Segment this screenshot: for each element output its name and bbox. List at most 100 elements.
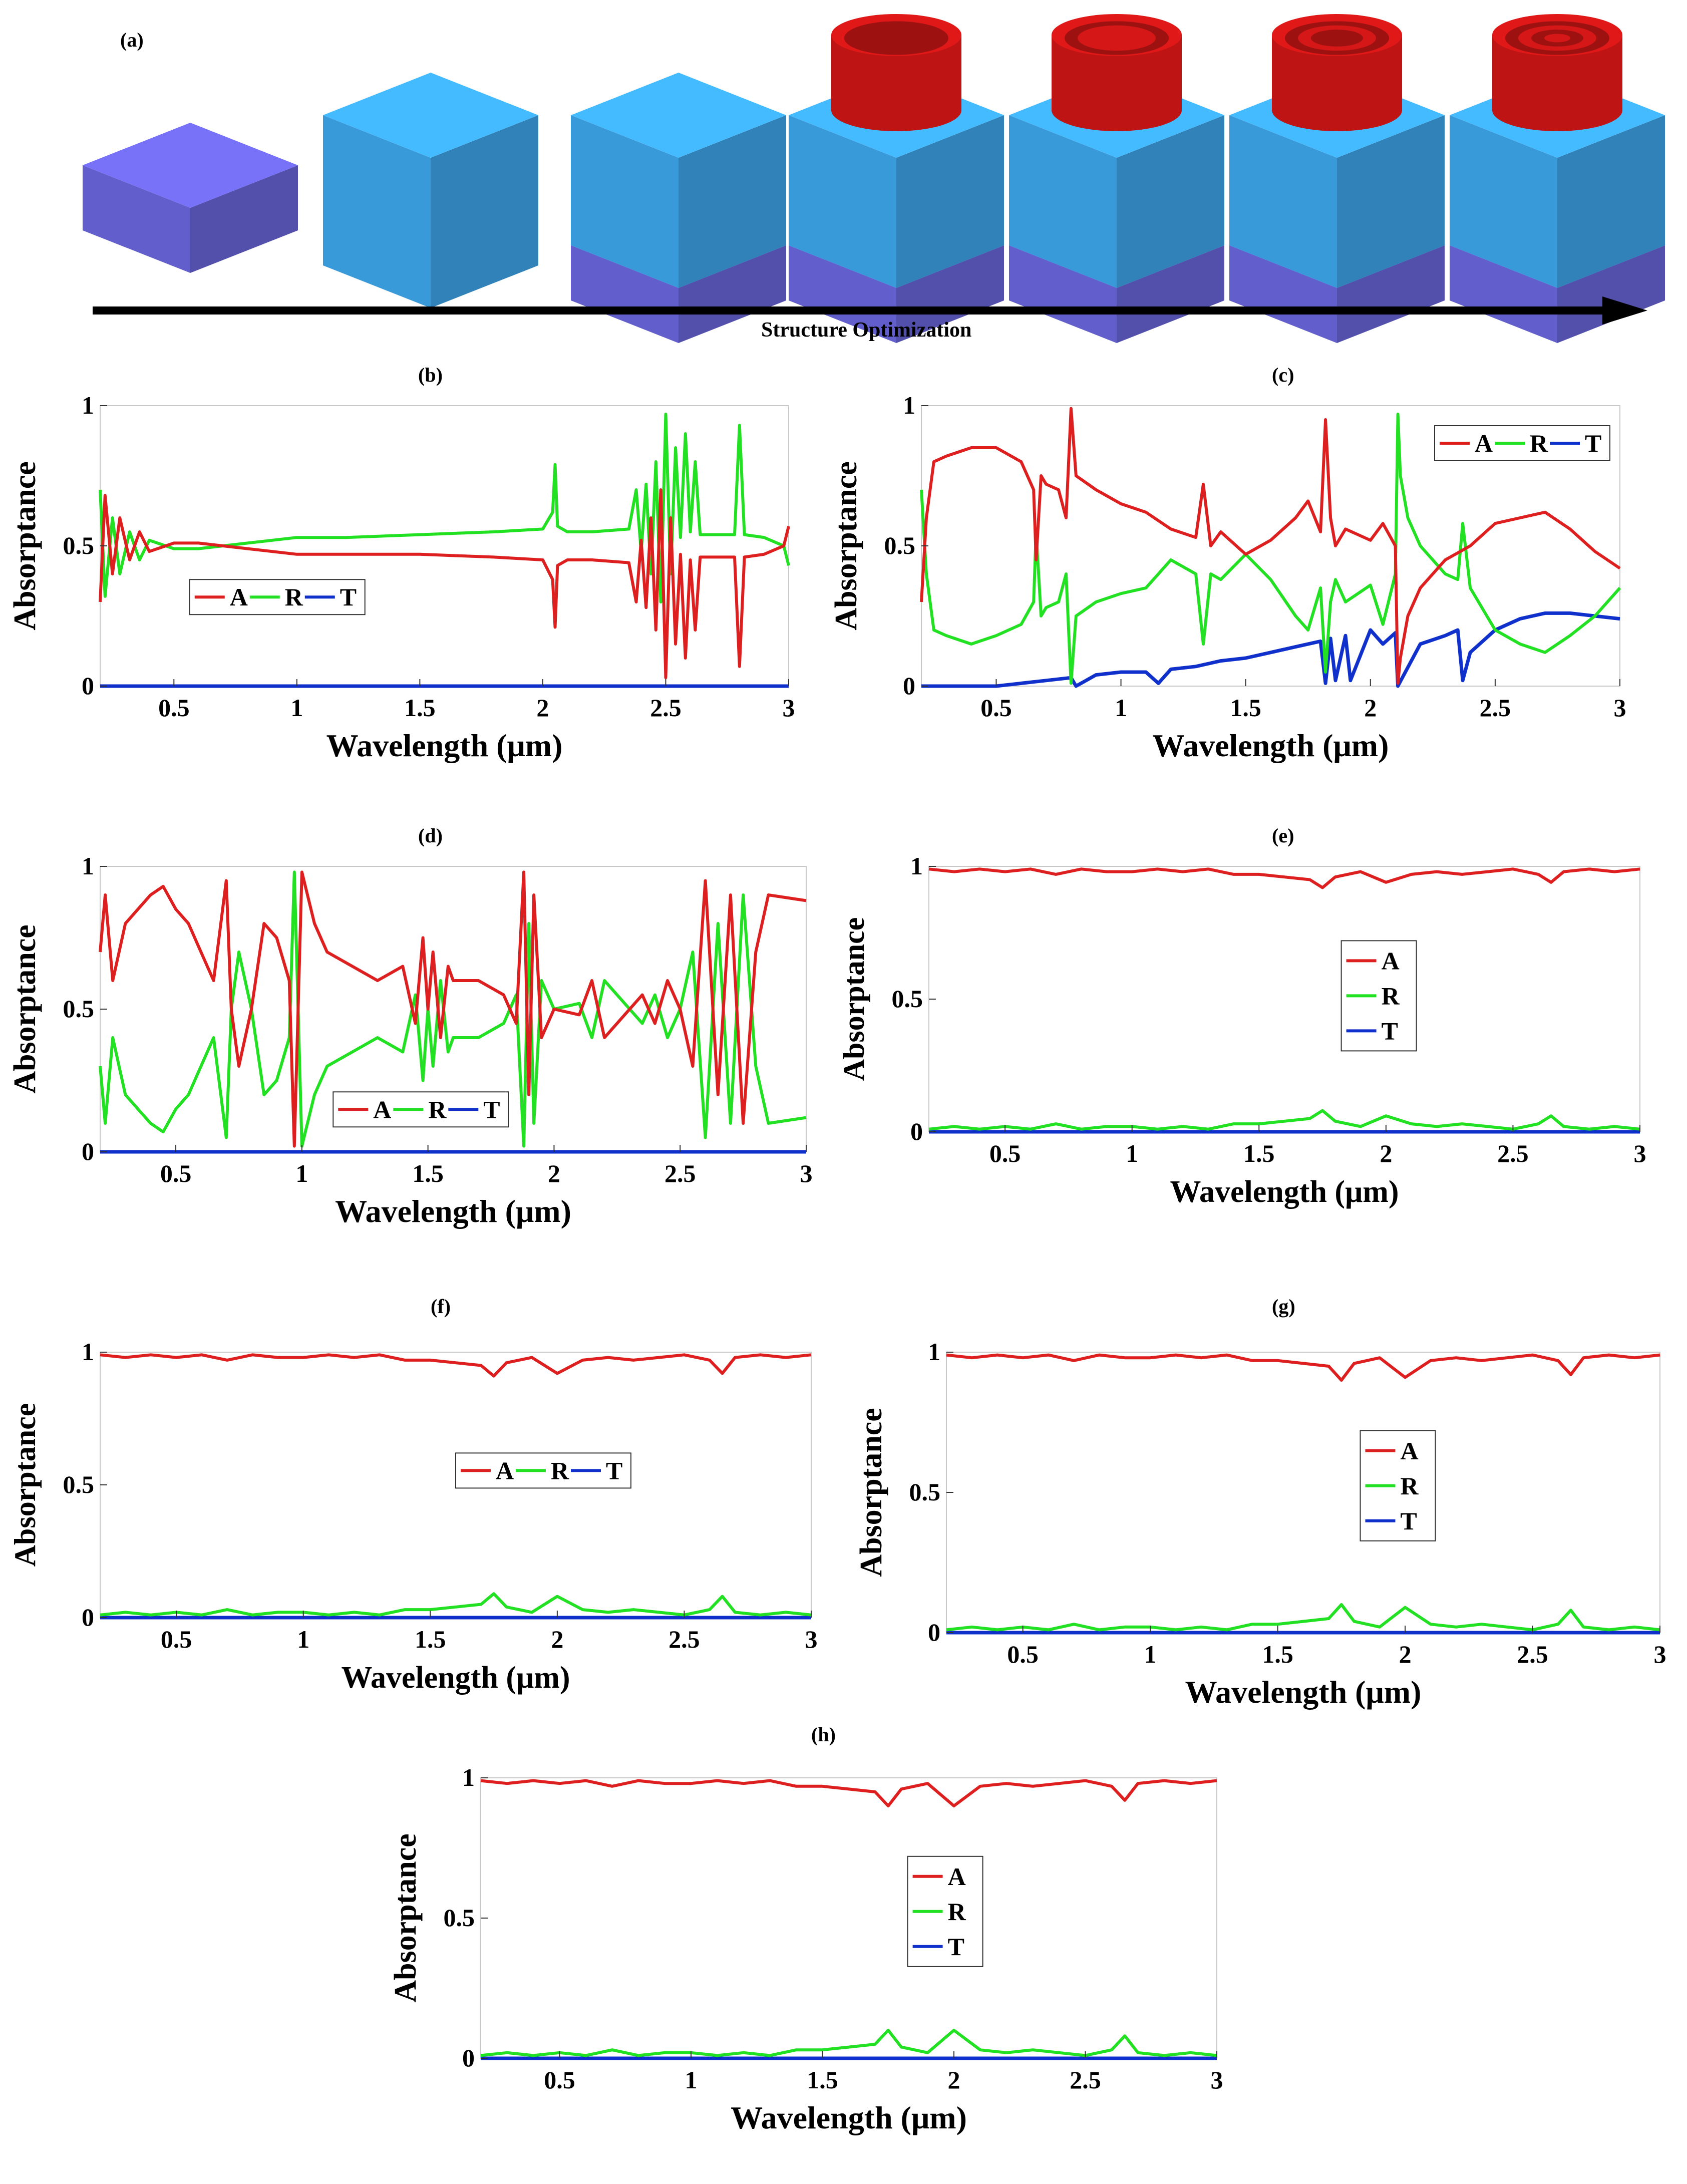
x-tick-label: 0.5	[158, 694, 190, 722]
legend: ART	[1360, 1430, 1436, 1541]
series-R-line	[100, 1592, 812, 1617]
ring-side	[1272, 35, 1402, 131]
y-tick-label: 0.5	[63, 995, 95, 1023]
series-R-line	[99, 412, 790, 603]
substrate-block-left-face	[83, 165, 190, 273]
y-tick-label: 0	[462, 2044, 475, 2072]
panel-e-label: (e)	[1272, 824, 1294, 847]
x-tick-label: 1.5	[807, 2066, 838, 2094]
y-tick-label: 0	[928, 1618, 940, 1646]
y-tick-label: 0.5	[444, 1904, 475, 1932]
y-tick-label: 0.5	[909, 1478, 941, 1506]
panel-g-label: (g)	[1272, 1295, 1295, 1318]
y-tick-label: 0.5	[63, 531, 95, 559]
legend-label-T: T	[948, 1933, 964, 1961]
dielectric-block-right-face	[431, 115, 538, 308]
structure-4	[789, 14, 1004, 343]
y-tick-label: 1	[82, 852, 94, 880]
series-A-line	[99, 870, 807, 1148]
ring-resonator	[1272, 14, 1402, 131]
series-A-line	[99, 488, 790, 680]
legend-label-A: A	[496, 1456, 514, 1484]
y-tick-label: 1	[82, 1338, 94, 1366]
y-tick-label: 0	[82, 1137, 94, 1165]
y-tick-label: 1	[903, 391, 915, 419]
chart-e: 0.5 1 1.5 2 2.5 3 0 0.5 1 Wavelength (μm) Absorpta…	[837, 852, 1646, 1209]
legend-label-T: T	[1401, 1507, 1417, 1535]
x-tick-label: 2	[536, 694, 549, 722]
x-axis-label: Wavelength (μm)	[341, 1661, 570, 1695]
panel-d-label: (d)	[418, 824, 443, 847]
structure-1	[83, 123, 298, 273]
substrate-layer-right-face	[896, 245, 1004, 343]
chart-g: 0.5 1 1.5 2 2.5 3 0 0.5 1 Wavelength (μm) Absorpta…	[854, 1338, 1666, 1710]
legend-label-T: T	[1585, 429, 1601, 457]
x-tick-label: 2	[1399, 1640, 1412, 1668]
x-tick-label: 0.5	[544, 2066, 575, 2094]
series-R-line	[480, 2029, 1217, 2057]
dielectric-layer-right-face	[896, 115, 1004, 288]
legend-label-R: R	[948, 1898, 966, 1926]
y-axis-label: Absorptance	[9, 1403, 42, 1567]
x-tick-label: 3	[805, 1625, 818, 1653]
dielectric-layer-left-face	[1009, 115, 1117, 288]
ring-side	[1052, 35, 1182, 131]
x-tick-label: 0.5	[160, 1159, 192, 1187]
legend-label-A: A	[1401, 1437, 1419, 1465]
y-tick-label: 0.5	[63, 1470, 95, 1498]
panel-f-label: (f)	[431, 1295, 451, 1318]
substrate-layer-right-face	[1557, 245, 1665, 343]
x-tick-label: 2	[1364, 694, 1377, 722]
series-R-line	[928, 1109, 1640, 1131]
x-tick-label: 3	[1211, 2066, 1223, 2094]
x-axis-label: Wavelength (μm)	[731, 2100, 967, 2135]
dielectric-layer-right-face	[1557, 115, 1665, 288]
series-T-line	[921, 611, 1620, 688]
x-axis-label: Wavelength (μm)	[1153, 728, 1389, 763]
x-tick-label: 0.5	[161, 1625, 192, 1653]
structure-6	[1229, 14, 1445, 343]
x-tick-label: 1	[290, 694, 303, 722]
x-tick-label: 3	[800, 1159, 813, 1187]
y-tick-label: 1	[928, 1338, 940, 1366]
legend-label-A: A	[948, 1862, 966, 1891]
plot-area	[946, 1352, 1660, 1633]
y-tick-label: 0	[903, 672, 915, 700]
x-tick-label: 1	[685, 2066, 698, 2094]
x-tick-label: 0.5	[989, 1139, 1021, 1167]
legend: ART	[907, 1855, 983, 1967]
legend-label-T: T	[340, 583, 357, 611]
x-tick-label: 2.5	[1517, 1640, 1548, 1668]
y-axis-label: Absorptance	[8, 924, 42, 1094]
ring-groove-4	[1544, 34, 1570, 43]
x-tick-label: 1	[297, 1625, 309, 1653]
dielectric-layer-right-face	[679, 115, 786, 288]
ring-groove-3	[1311, 30, 1363, 47]
y-tick-label: 0.5	[892, 985, 923, 1013]
plot-area	[928, 866, 1640, 1132]
chart-h: 0.5 1 1.5 2 2.5 3 0 0.5 1 Wavelength (μm) Absorpta…	[389, 1763, 1223, 2135]
dielectric-layer-right-face	[1337, 115, 1445, 288]
dielectric-layer-left-face	[789, 115, 896, 288]
x-axis-label: Wavelength (μm)	[326, 728, 563, 763]
dielectric-layer	[789, 73, 1004, 288]
structure-3	[571, 73, 786, 343]
panel-a-label: (a)	[120, 29, 144, 51]
chart-f: 0.5 1 1.5 2 2.5 3 0 0.5 1 Wavelength (μm) Absorpta…	[9, 1338, 818, 1695]
legend-label-A: A	[373, 1095, 391, 1123]
y-tick-label: 0	[82, 672, 94, 700]
y-tick-label: 0.5	[884, 531, 916, 559]
x-tick-label: 1	[1144, 1640, 1157, 1668]
x-tick-label: 2.5	[664, 1159, 696, 1187]
panel-h-label: (h)	[811, 1723, 836, 1746]
ring-groove-2	[1078, 25, 1156, 51]
x-tick-label: 1.5	[404, 694, 436, 722]
y-axis-label: Absorptance	[389, 1833, 423, 2003]
legend-label-A: A	[1382, 947, 1400, 975]
ring-side	[831, 35, 961, 131]
legend-label-R: R	[285, 583, 303, 611]
dielectric-layer-left-face	[571, 115, 679, 288]
y-tick-label: 0	[910, 1117, 923, 1145]
y-axis-label: Absorptance	[829, 461, 863, 631]
